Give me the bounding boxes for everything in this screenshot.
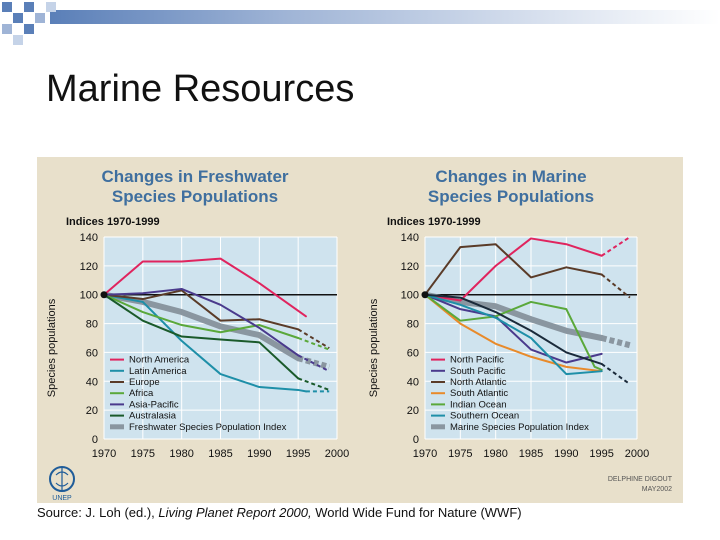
y-tick-label: 40 — [86, 376, 98, 388]
series-line — [424, 293, 603, 373]
chart-title-line1: Changes in Freshwater — [101, 167, 288, 186]
series-line — [103, 293, 300, 339]
series-line — [103, 289, 300, 331]
x-tick-label: 1990 — [554, 448, 578, 460]
legend-entry: Marine Species Population Index — [450, 422, 589, 433]
legend-entry: South Atlantic — [450, 388, 508, 399]
unep-logo-text: UNEP — [52, 495, 72, 502]
y-axis-label: Species populations — [46, 298, 58, 397]
legend-entry: Australasia — [129, 411, 177, 422]
x-tick-label: 1980 — [169, 448, 193, 460]
series-line — [424, 293, 603, 364]
series-line — [424, 243, 603, 296]
source-prefix: Source: J. Loh (ed.), — [37, 505, 159, 520]
chart-title-line2: Species Populations — [428, 187, 594, 206]
series-projection — [297, 328, 330, 349]
x-tick-label: 1985 — [519, 448, 543, 460]
y-tick-label: 100 — [80, 290, 98, 302]
slide-title: Marine Resources — [46, 68, 355, 110]
series-projection — [601, 273, 631, 299]
start-point — [100, 291, 108, 299]
series-projection — [601, 236, 631, 257]
x-tick-label: 1980 — [483, 448, 507, 460]
source-suffix: World Wide Fund for Nature (WWF) — [311, 505, 522, 520]
series-line — [424, 293, 603, 376]
series-line — [424, 293, 603, 371]
legend-entry: Europe — [129, 377, 160, 388]
y-tick-label: 80 — [407, 319, 419, 331]
source-citation: Source: J. Loh (ed.), Living Planet Repo… — [37, 505, 522, 520]
series-line — [103, 293, 300, 380]
legend-entry: South Pacific — [450, 366, 506, 377]
chart-title-line2: Species Populations — [112, 187, 278, 206]
y-tick-label: 120 — [80, 261, 98, 273]
charts-canvas: UNEP DELPHINE DIGOUT MAY2002 Changes in … — [46, 167, 673, 502]
legend-entry: North America — [129, 355, 190, 366]
series-line — [103, 293, 307, 393]
x-tick-label: 1970 — [413, 448, 437, 460]
y-tick-label: 20 — [86, 405, 98, 417]
legend-entry: Latin America — [129, 366, 187, 377]
legend-entry: Freshwater Species Population Index — [129, 422, 287, 433]
y-tick-label: 120 — [401, 261, 419, 273]
x-tick-label: 2000 — [325, 448, 349, 460]
y-tick-label: 40 — [407, 376, 419, 388]
y-axis-label: Species populations — [368, 298, 380, 397]
y-tick-label: 0 — [92, 434, 98, 446]
y-tick-label: 140 — [401, 232, 419, 244]
x-tick-label: 1995 — [286, 448, 310, 460]
series-projection — [297, 377, 330, 391]
index-label: Indices 1970-1999 — [66, 216, 160, 228]
y-tick-label: 100 — [401, 290, 419, 302]
x-tick-label: 1990 — [247, 448, 271, 460]
figure-panel: UNEP DELPHINE DIGOUT MAY2002 Changes in … — [37, 157, 683, 503]
unep-logo: UNEP — [49, 466, 75, 502]
y-tick-label: 20 — [407, 405, 419, 417]
x-tick-label: 2000 — [625, 448, 649, 460]
credit-name: DELPHINE DIGOUT — [608, 476, 673, 483]
x-tick-label: 1995 — [589, 448, 613, 460]
start-point — [421, 291, 429, 299]
series-projection — [600, 335, 631, 349]
series-line — [424, 293, 603, 365]
legend-entry: Indian Ocean — [450, 399, 507, 410]
series-line — [103, 257, 307, 318]
series-line — [422, 291, 605, 341]
series-line — [103, 287, 300, 357]
legend-entry: Southern Ocean — [450, 411, 519, 422]
series-projection — [297, 337, 330, 351]
credit-date: MAY2002 — [642, 486, 672, 493]
y-tick-label: 60 — [407, 347, 419, 359]
header-decoration — [2, 2, 720, 45]
series-projection — [601, 363, 631, 385]
series-projection — [297, 354, 330, 373]
y-tick-label: 60 — [86, 347, 98, 359]
legend-entry: Asia-Pacific — [129, 399, 179, 410]
legend-entry: North Atlantic — [450, 377, 507, 388]
legend-entry: Africa — [129, 388, 154, 399]
source-italic: Living Planet Report 2000, — [158, 505, 312, 520]
x-tick-label: 1985 — [208, 448, 232, 460]
y-tick-label: 140 — [80, 232, 98, 244]
y-tick-label: 0 — [413, 434, 419, 446]
x-tick-label: 1970 — [92, 448, 116, 460]
legend-entry: North Pacific — [450, 355, 504, 366]
x-tick-label: 1975 — [131, 448, 155, 460]
series-line — [424, 237, 603, 302]
chart-title-line1: Changes in Marine — [435, 167, 586, 186]
x-tick-label: 1975 — [448, 448, 472, 460]
y-tick-label: 80 — [86, 319, 98, 331]
index-label: Indices 1970-1999 — [387, 216, 481, 228]
